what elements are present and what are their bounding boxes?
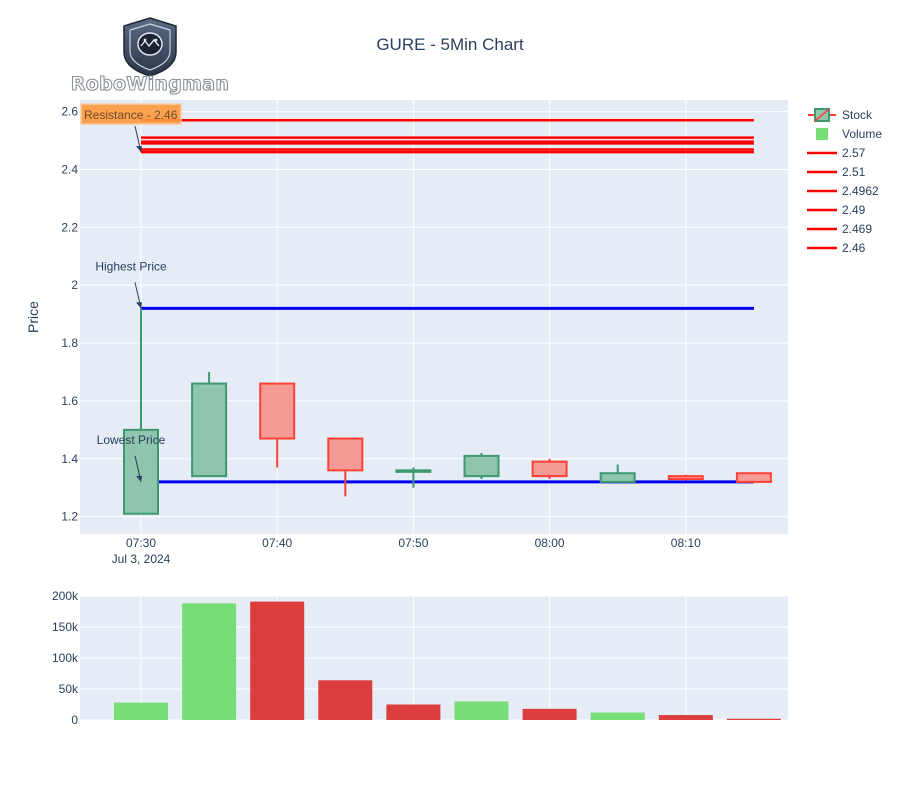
- brand-logo-text: RoboWingman: [71, 73, 229, 95]
- legend-volume-icon: [816, 128, 828, 140]
- candle: [531, 458, 568, 480]
- candle: [667, 474, 704, 481]
- annotation-arrowhead: [136, 146, 142, 153]
- legend-label: 2.49: [842, 203, 866, 217]
- volume-bar: [522, 708, 577, 720]
- annotation-text: Lowest Price: [97, 433, 166, 447]
- candle: [395, 467, 432, 488]
- candle-body: [259, 382, 296, 440]
- price-y-tick-label: 1.6: [61, 394, 78, 408]
- volume-series: [114, 601, 781, 720]
- lowest-price-annotation: Lowest Price: [97, 433, 166, 483]
- legend-item[interactable]: 2.469: [807, 222, 872, 236]
- highest-price-annotation: Highest Price: [95, 259, 167, 309]
- volume-bar: [250, 601, 305, 720]
- price-y-tick-label: 2.6: [61, 105, 78, 119]
- price-plot-background: [80, 100, 788, 534]
- legend-label: Stock: [842, 108, 873, 122]
- legend-item[interactable]: 2.51: [807, 165, 866, 179]
- candle-body: [191, 382, 228, 478]
- legend-item[interactable]: Volume: [816, 127, 882, 141]
- legend-label: 2.4962: [842, 184, 879, 198]
- price-x-tick-label: 07:30: [126, 536, 156, 550]
- price-x-tick-label: 07:40: [262, 536, 292, 550]
- helmet-logo-icon: [123, 17, 177, 77]
- volume-y-tick-label: 0: [71, 713, 78, 727]
- volume-bar: [318, 680, 373, 720]
- price-x-tick-label: 07:50: [398, 536, 428, 550]
- price-y-tick-label: 1.8: [61, 336, 78, 350]
- price-y-axis-title: Price: [25, 301, 41, 333]
- chart-annotations: Resistance - 2.46 Highest Price Lowest Pri…: [80, 103, 182, 483]
- annotation-arrowhead: [136, 302, 142, 309]
- candle-body: [327, 437, 364, 472]
- brand-logo: RoboWingman: [70, 17, 229, 96]
- candle: [463, 452, 500, 480]
- legend-label: 2.46: [842, 241, 866, 255]
- legend-item[interactable]: 2.57: [807, 146, 866, 160]
- candle-body: [735, 472, 772, 483]
- resistance-annotation: Resistance - 2.46: [80, 103, 182, 153]
- volume-bar: [114, 702, 168, 720]
- legend-item[interactable]: Stock: [808, 108, 873, 122]
- candle: [599, 464, 636, 483]
- volume-y-axis: 0 50k 100k 150k 200k: [52, 589, 79, 727]
- candle: [327, 437, 364, 497]
- legend-label: 2.469: [842, 222, 872, 236]
- price-x-tick-label: 08:00: [535, 536, 565, 550]
- legend-item[interactable]: 2.46: [807, 241, 866, 255]
- candle-body: [123, 428, 159, 515]
- volume-y-tick-label: 100k: [52, 651, 79, 665]
- candle: [735, 472, 772, 483]
- volume-y-tick-label: 50k: [59, 682, 79, 696]
- candle-body: [531, 460, 568, 478]
- price-y-tick-label: 2: [71, 278, 78, 292]
- volume-bar: [590, 712, 645, 720]
- legend-label: 2.57: [842, 146, 866, 160]
- annotation-text: Highest Price: [95, 259, 167, 273]
- candle: [123, 308, 159, 515]
- annotation-arrowhead: [136, 475, 142, 482]
- price-y-tick-label: 1.4: [61, 452, 78, 466]
- candle-body: [599, 472, 636, 483]
- volume-bar: [182, 603, 237, 720]
- legend-item[interactable]: 2.49: [807, 203, 866, 217]
- price-y-axis: 1.2 1.4 1.6 1.8 2 2.2 2.4 2.6: [61, 105, 78, 524]
- volume-bar: [658, 715, 713, 720]
- candle-body: [395, 469, 432, 473]
- legend-candle-icon: [814, 108, 830, 122]
- candlestick-series: [123, 308, 772, 515]
- volume-bar: [386, 704, 441, 720]
- candle: [191, 371, 228, 478]
- annotation-text: Resistance - 2.46: [84, 108, 178, 122]
- volume-y-tick-label: 200k: [52, 589, 79, 603]
- price-y-tick-label: 1.2: [61, 510, 78, 524]
- candle: [259, 382, 296, 468]
- annotation-box: [80, 103, 182, 125]
- legend[interactable]: Stock Volume 2.57 2.51 2.4962 2.49 2.469 2.46: [807, 108, 882, 255]
- candle-body: [667, 475, 704, 481]
- price-x-axis: 07:30 Jul 3, 2024 07:40 07:50 08:00 08:10: [112, 536, 701, 566]
- volume-y-tick-label: 150k: [52, 620, 79, 634]
- candle-body: [463, 454, 500, 478]
- legend-item[interactable]: 2.4962: [807, 184, 879, 198]
- volume-bar: [726, 718, 781, 720]
- price-x-tick-label: 08:10: [671, 536, 701, 550]
- chart-title: GURE - 5Min Chart: [376, 35, 524, 54]
- price-level-lines: [141, 119, 754, 484]
- price-y-tick-label: 2.4: [61, 162, 78, 176]
- legend-label: Volume: [842, 127, 882, 141]
- legend-label: 2.51: [842, 165, 866, 179]
- volume-bar: [454, 701, 509, 720]
- price-y-tick-label: 2.2: [61, 220, 78, 234]
- price-x-tick-date-label: Jul 3, 2024: [112, 552, 171, 566]
